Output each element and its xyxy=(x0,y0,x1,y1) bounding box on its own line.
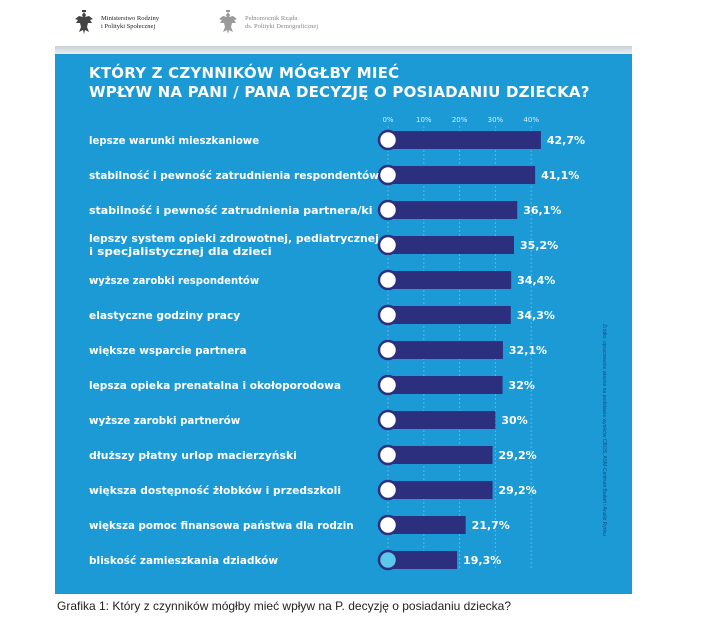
x-tick-label: 10% xyxy=(416,116,432,124)
x-tick-label: 0% xyxy=(382,116,393,124)
x-tick-label: 30% xyxy=(488,116,504,124)
bar-marker xyxy=(377,444,399,466)
category-label: większe wsparcie partnera xyxy=(89,344,247,357)
bar xyxy=(388,376,503,394)
bar xyxy=(388,201,518,219)
category-label: elastyczne godziny pracy xyxy=(89,309,240,322)
value-label: 34,3% xyxy=(517,309,555,322)
header-shadow xyxy=(55,46,632,54)
category-label: wyższe zarobki partnerów xyxy=(89,414,240,427)
ministry-logo: Ministerstwo Rodziny i Polityki Społeczn… xyxy=(73,10,211,36)
bar xyxy=(388,166,536,184)
value-label: 35,2% xyxy=(520,239,558,252)
chart-canvas: 0% 10% 20% 30% 40% lepsze warunki mieszkaniow… xyxy=(89,116,585,571)
value-label: 42,7% xyxy=(547,134,585,147)
bar xyxy=(388,516,466,534)
bar-marker xyxy=(377,374,399,396)
plenipotentiary-name-line2: ds. Polityki Demograficznej xyxy=(245,23,319,30)
bar-marker xyxy=(377,129,399,151)
bar xyxy=(388,551,458,569)
bar xyxy=(388,411,496,429)
bar-marker xyxy=(377,199,399,221)
category-label: lepsze warunki mieszkaniowe xyxy=(89,134,259,147)
figure-caption: Grafika 1: Który z czynników mógłby mieć… xyxy=(57,599,511,613)
bar xyxy=(388,271,512,289)
header-band: Ministerstwo Rodziny i Polityki Społeczn… xyxy=(55,0,632,52)
bar xyxy=(388,131,541,149)
category-label: i specjalistycznej dla dzieci xyxy=(89,245,272,258)
value-label: 29,2% xyxy=(499,449,537,462)
ministry-name-line2: i Polityki Społecznej xyxy=(101,23,156,30)
value-label: 21,7% xyxy=(472,519,510,532)
bar xyxy=(388,341,503,359)
category-label: lepsza opieka prenatalna i okołoporodowa xyxy=(89,379,341,392)
plenipotentiary-name-line1: Pełnomocnik Rządu xyxy=(245,15,298,22)
bar xyxy=(388,306,511,324)
value-label: 19,3% xyxy=(463,554,501,567)
bar-marker xyxy=(377,234,399,256)
category-label: większa dostępność żłobków i przedszkoli xyxy=(89,484,341,497)
bar-marker xyxy=(377,269,399,291)
chart-title-line2: WPŁYW NA PANI / PANA DECYZJĘ O POSIADANI… xyxy=(89,83,590,101)
chart-title: KTÓRY Z CZYNNIKÓW MÓGŁBY MIEĆ WPŁYW NA P… xyxy=(89,64,590,102)
ministry-name: Ministerstwo Rodziny i Polityki Społeczn… xyxy=(101,15,211,31)
category-label: dłuższy płatny urlop macierzyński xyxy=(89,449,297,462)
category-label: większa pomoc finansowa państwa dla rodz… xyxy=(89,519,354,532)
polish-eagle-emblem-icon xyxy=(75,10,93,34)
category-label: stabilność i pewność zatrudnienia respon… xyxy=(89,169,379,182)
value-label: 32,1% xyxy=(509,344,547,357)
value-label: 36,1% xyxy=(523,204,561,217)
ministry-name-line1: Ministerstwo Rodziny xyxy=(101,15,159,22)
value-label: 30% xyxy=(501,414,527,427)
value-label: 32% xyxy=(509,379,535,392)
bar-marker xyxy=(377,514,399,536)
value-label: 34,4% xyxy=(517,274,555,287)
x-tick-label: 20% xyxy=(452,116,468,124)
source-note: Źródło: opracowanie własne na podstawie … xyxy=(601,324,607,536)
plenipotentiary-name: Pełnomocnik Rządu ds. Polityki Demografi… xyxy=(245,15,355,31)
infographic-panel: 0% 10% 20% 30% 40% lepsze warunki mieszkaniow… xyxy=(55,54,632,594)
value-label: 29,2% xyxy=(499,484,537,497)
x-tick-label: 40% xyxy=(523,116,539,124)
category-label: wyższe zarobki respondentów xyxy=(89,274,259,287)
category-label: bliskość zamieszkania dziadków xyxy=(89,554,278,567)
bar-marker xyxy=(377,409,399,431)
chart-title-line1: KTÓRY Z CZYNNIKÓW MÓGŁBY MIEĆ xyxy=(89,64,400,82)
bar xyxy=(388,236,515,254)
category-label: stabilność i pewność zatrudnienia partne… xyxy=(89,204,373,217)
bar-marker xyxy=(377,549,399,571)
bar-marker xyxy=(377,164,399,186)
bar xyxy=(388,481,493,499)
plenipotentiary-logo: Pełnomocnik Rządu ds. Polityki Demografi… xyxy=(217,10,355,36)
bar-marker xyxy=(377,479,399,501)
polish-eagle-emblem-icon xyxy=(219,10,237,34)
bar-marker xyxy=(377,304,399,326)
bar xyxy=(388,446,493,464)
bar-marker xyxy=(377,339,399,361)
value-label: 41,1% xyxy=(541,169,579,182)
category-label: lepszy system opieki zdrowotnej, pediatr… xyxy=(89,232,379,245)
